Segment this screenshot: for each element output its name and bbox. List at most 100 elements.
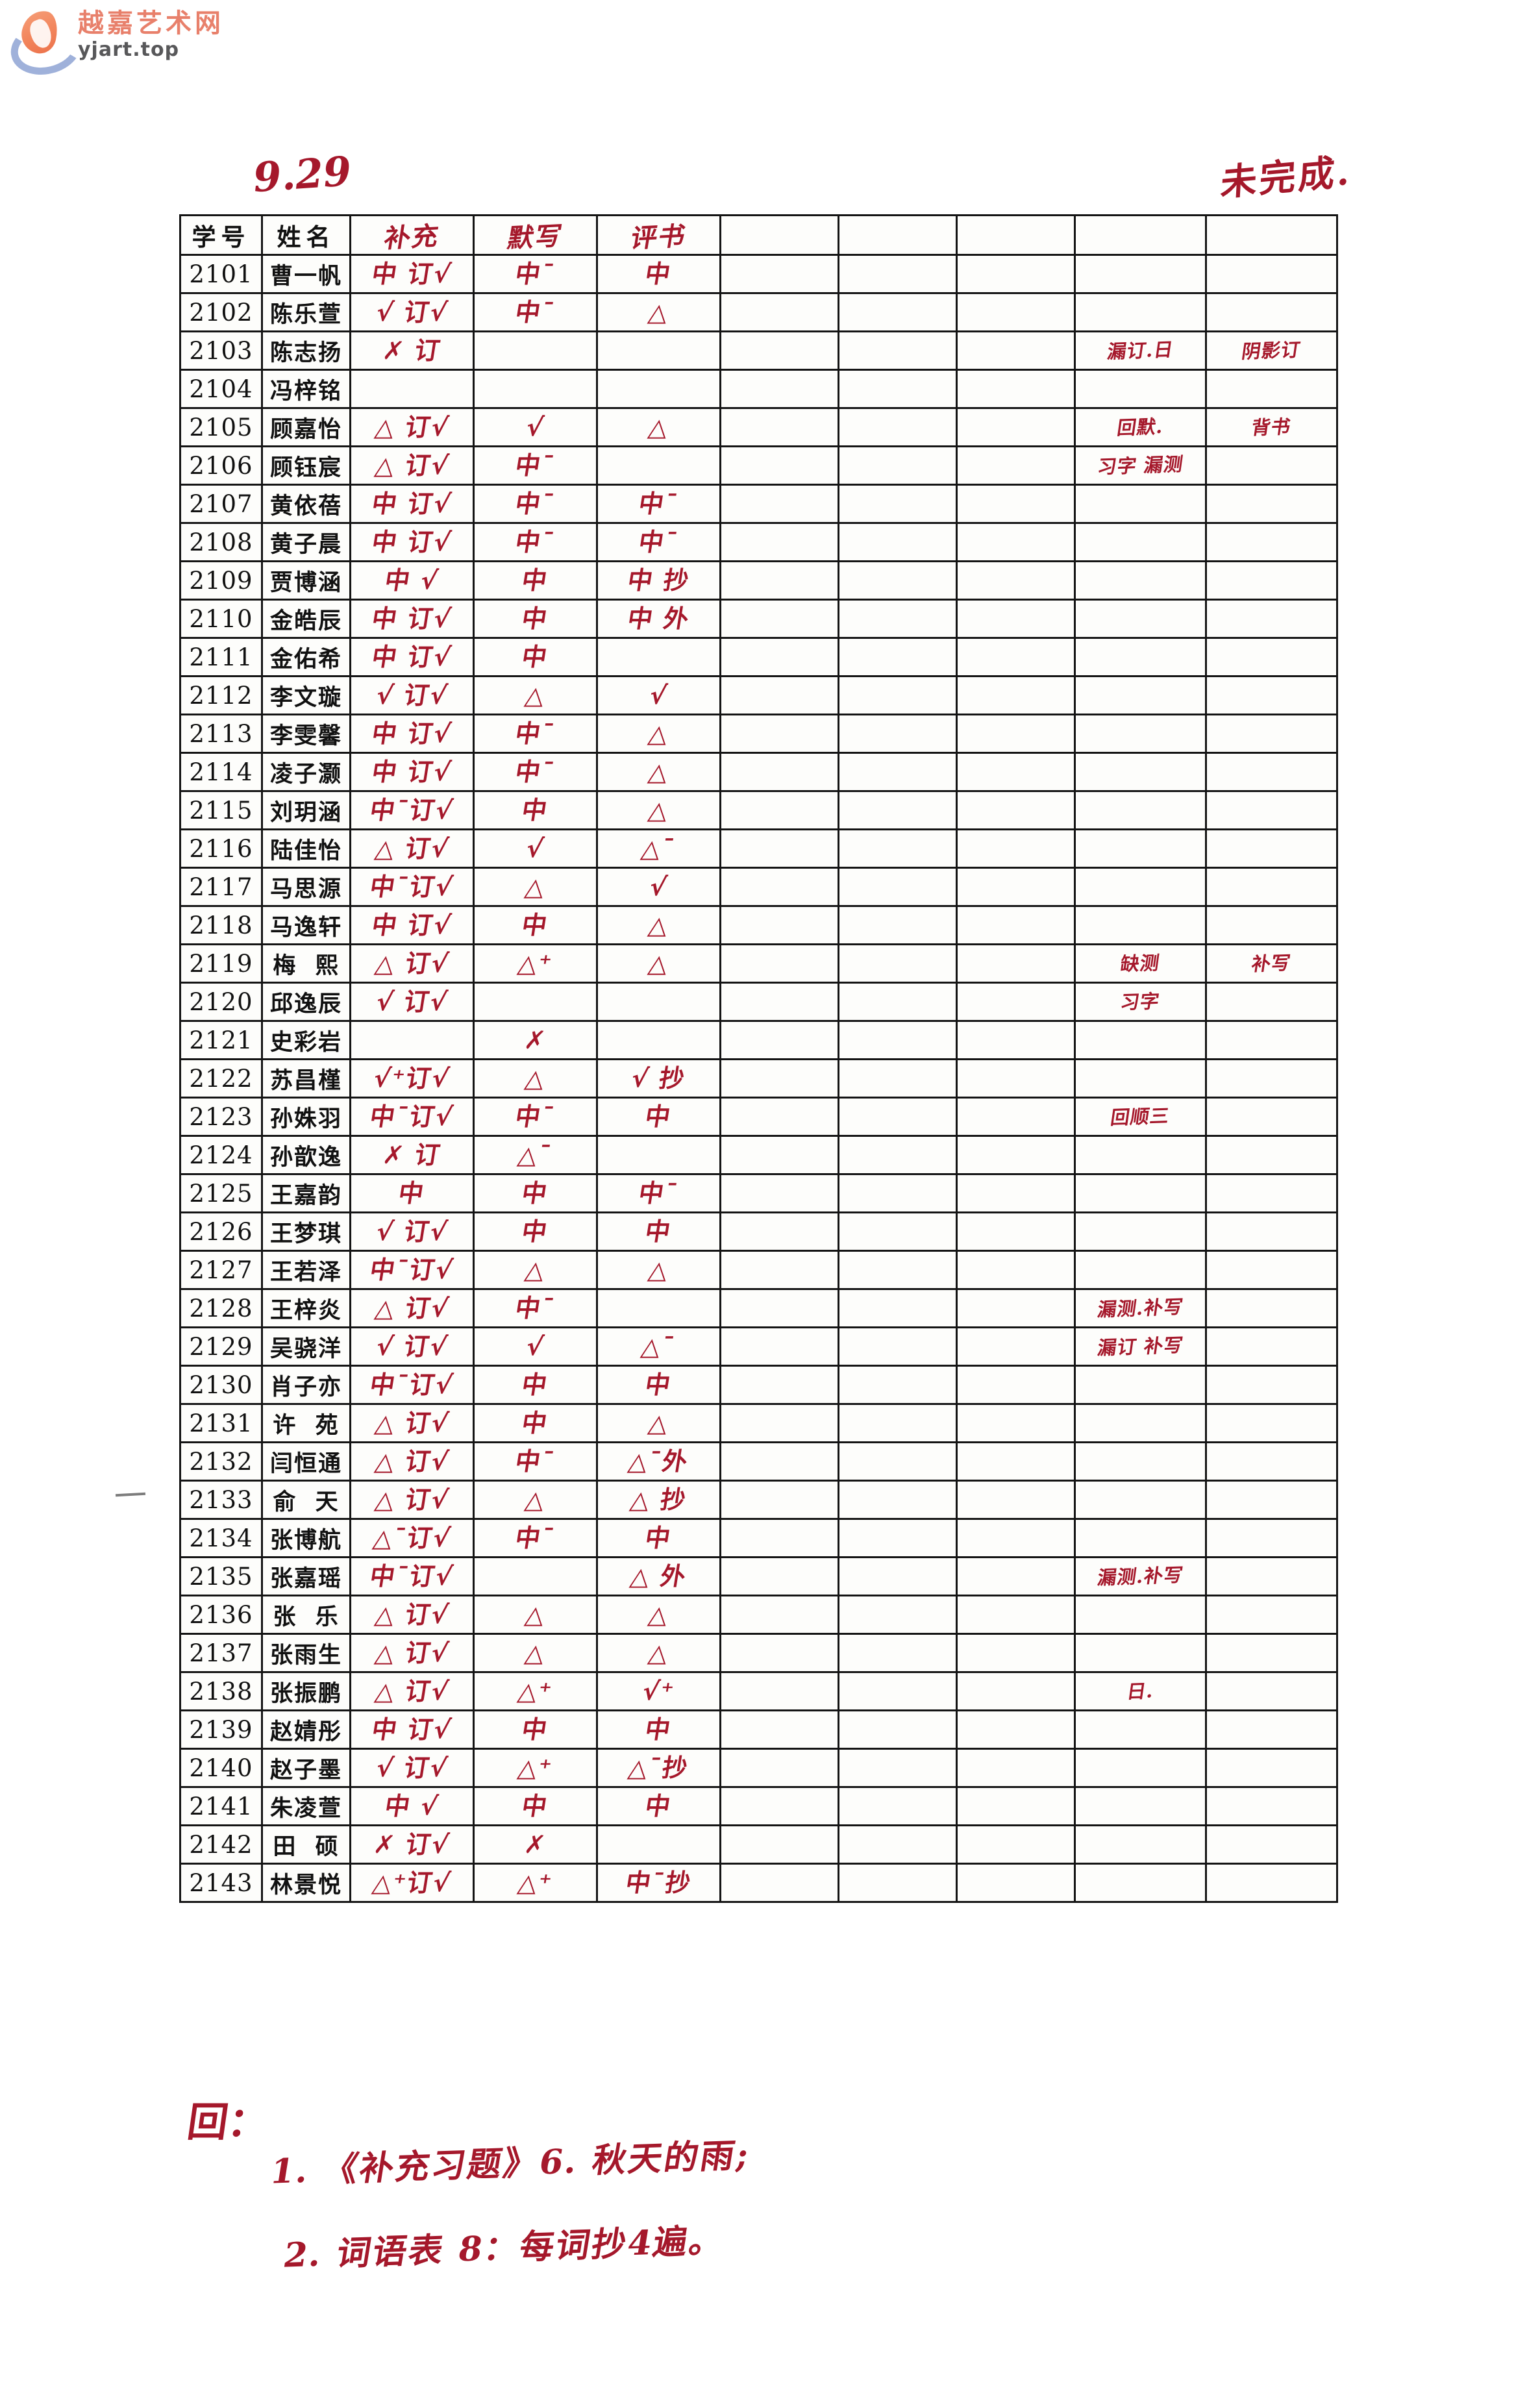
table-row: 2119 梅 熙 △ 订√ △⁺ △ 缺测 补写 xyxy=(179,943,1338,984)
cell-mark-col4-text: 中ˉ xyxy=(513,758,558,786)
cell-student-id-text: 2117 xyxy=(189,873,253,901)
cell-student-id-text: 2111 xyxy=(189,643,253,671)
cell-mark-col3-text: 中ˉ订√ xyxy=(367,1562,456,1591)
cell-mark-col4: 中ˉ xyxy=(473,1097,598,1137)
cell-note-col9 xyxy=(1074,1595,1207,1635)
cell-note-col9 xyxy=(1074,1211,1207,1252)
cell-note-col10 xyxy=(1205,369,1338,409)
cell-mark-col5 xyxy=(596,445,721,486)
cell-note-col9 xyxy=(1074,1633,1207,1673)
cell-mark-col4-text: 中ˉ xyxy=(513,298,558,327)
cell-student-id-text: 2129 xyxy=(189,1332,253,1361)
cell-note-col9-text: 漏测.补写 xyxy=(1096,1563,1185,1589)
cell-mark-col3: 中ˉ订√ xyxy=(349,1365,475,1405)
cell-mark-col5-text: 中 抄 xyxy=(625,566,692,595)
cell-mark-col3-text: △ 订√ xyxy=(373,451,451,480)
cell-blank-col8 xyxy=(956,1786,1076,1826)
cell-mark-col3: △⁺订√ xyxy=(349,1863,475,1903)
cell-blank-col8 xyxy=(956,1020,1076,1060)
cell-mark-col4-text: △ xyxy=(523,1600,548,1629)
cell-note-col10: 背书 xyxy=(1205,407,1338,447)
cell-blank-col6 xyxy=(719,1480,839,1520)
cell-blank-col7 xyxy=(838,407,958,447)
cell-blank-col6 xyxy=(719,369,839,409)
cell-mark-col5-text: 中 xyxy=(643,1371,674,1399)
cell-mark-col4: △⁺ xyxy=(473,1671,598,1711)
cell-mark-col5-text: 中 xyxy=(643,1102,674,1131)
cell-mark-col3: △ 订√ xyxy=(349,407,475,447)
cell-student-id: 2139 xyxy=(179,1709,263,1750)
cell-mark-col4-text: 中ˉ xyxy=(513,719,558,748)
cell-note-col9: 回默. xyxy=(1074,407,1207,447)
cell-blank-col6 xyxy=(719,1709,839,1750)
cell-blank-col7 xyxy=(838,982,958,1022)
cell-student-name: 刘玥涵 xyxy=(261,790,351,830)
cell-note-col9-text: 漏订.日 xyxy=(1106,338,1175,363)
table-row: 2108 黄子晨中 订√ 中ˉ 中ˉ xyxy=(179,522,1338,562)
cell-student-name: 贾博涵 xyxy=(261,560,351,601)
table-row: 2110 金皓辰 中 订√ 中 中 外 xyxy=(179,599,1338,639)
cell-student-id: 2118 xyxy=(179,905,263,945)
cell-mark-col4-text: 中 xyxy=(519,1371,551,1399)
header-student-name-label: 姓名 xyxy=(277,223,336,251)
cell-blank-col8 xyxy=(956,1441,1076,1482)
cell-student-name-text: 孙歆逸 xyxy=(269,1144,342,1171)
cell-mark-col5: △ xyxy=(596,407,721,447)
cell-mark-col3-text: √ 订√ xyxy=(374,1332,450,1361)
cell-note-col9 xyxy=(1074,292,1207,332)
cell-student-id: 2135 xyxy=(179,1556,263,1596)
cell-blank-col8 xyxy=(956,828,1076,869)
cell-mark-col3-text: △ 订√ xyxy=(373,949,451,978)
cell-mark-col3-text: 中 订√ xyxy=(369,643,454,671)
cell-mark-col4: 中ˉ xyxy=(473,254,598,294)
cell-mark-col5: △ xyxy=(596,1595,721,1635)
cell-student-id: 2130 xyxy=(179,1365,263,1405)
cell-note-col10 xyxy=(1205,675,1338,715)
cell-blank-col6 xyxy=(719,445,839,486)
cell-blank-col7 xyxy=(838,1326,958,1367)
cell-blank-col7 xyxy=(838,445,958,486)
cell-mark-col4-text: 中ˉ xyxy=(513,260,558,288)
cell-blank-col8 xyxy=(956,1058,1076,1099)
cell-blank-col8 xyxy=(956,1595,1076,1635)
table-header-row: 学号 姓名 补充 默写 评书 xyxy=(179,214,1338,256)
cell-mark-col4: 中 xyxy=(473,637,598,677)
cell-note-col9 xyxy=(1074,1250,1207,1290)
cell-student-id-text: 2118 xyxy=(189,911,253,939)
cell-student-name: 冯梓铭 xyxy=(261,369,351,409)
cell-student-name: 顾嘉怡 xyxy=(261,407,351,447)
header-col5-label: 评书 xyxy=(628,220,689,255)
cell-mark-col4: 中 xyxy=(473,1173,598,1213)
cell-mark-col4: △ˉ xyxy=(473,1135,598,1175)
header-col8 xyxy=(956,214,1076,256)
cell-mark-col5-text: 中 xyxy=(643,1715,674,1744)
cell-mark-col3-text: 中 订√ xyxy=(369,758,454,786)
cell-student-name-text: 史彩岩 xyxy=(269,1029,342,1056)
table-row: 2101 曹一帆中 订√ 中ˉ 中 xyxy=(179,254,1338,294)
cell-blank-col6 xyxy=(719,1671,839,1711)
cell-mark-col3-text: △ 订√ xyxy=(373,1447,451,1476)
cell-mark-col3-text: 中 订√ xyxy=(369,911,454,939)
cell-mark-col5: △ xyxy=(596,943,721,984)
cell-student-name: 邱逸辰 xyxy=(261,982,351,1022)
cell-mark-col3: √ 订√ xyxy=(349,675,475,715)
cell-student-id: 2119 xyxy=(179,943,263,984)
cell-mark-col5 xyxy=(596,1135,721,1175)
cell-note-col10 xyxy=(1205,1365,1338,1405)
cell-student-id-text: 2141 xyxy=(189,1792,253,1820)
cell-mark-col3: 中 xyxy=(349,1173,475,1213)
cell-student-name-text: 顾嘉怡 xyxy=(269,416,342,443)
cell-mark-col5: 中 外 xyxy=(596,599,721,639)
cell-student-id: 2114 xyxy=(179,752,263,792)
cell-note-col9 xyxy=(1074,867,1207,907)
cell-mark-col3: √ 订√ xyxy=(349,1748,475,1788)
cell-note-col10 xyxy=(1205,790,1338,830)
cell-mark-col4-text: √ xyxy=(524,1332,547,1361)
cell-mark-col4-text: √ xyxy=(524,413,547,441)
cell-mark-col3-text: ✗ 订 xyxy=(380,1141,443,1169)
cell-mark-col5-text: 中ˉ xyxy=(636,528,681,556)
cell-mark-col3-text: 中 订√ xyxy=(369,528,454,556)
cell-mark-col5-text: 中ˉ xyxy=(636,1179,681,1208)
table-row: 2132 闫恒通 △ 订√ 中ˉ △ˉ外 xyxy=(179,1441,1338,1482)
cell-student-id: 2112 xyxy=(179,675,263,715)
